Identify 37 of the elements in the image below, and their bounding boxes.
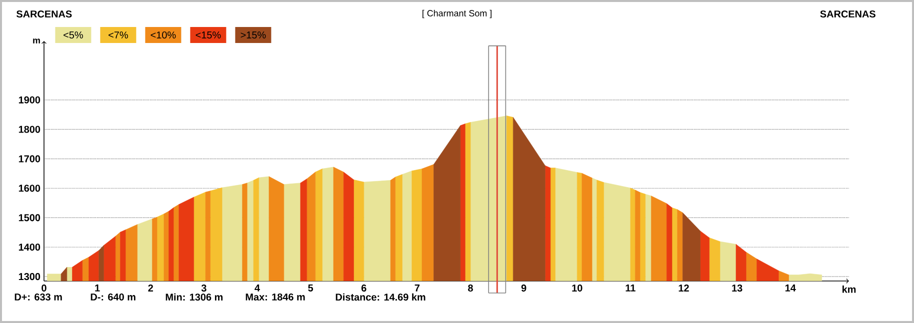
text: <7% <box>108 32 128 38</box>
x-tick-label: 7 <box>414 284 420 292</box>
x-tick-label: 0 <box>42 284 46 292</box>
y-tick-label: 1900 <box>18 96 40 104</box>
y-tick-label: 1600 <box>18 184 40 192</box>
y-tick-label: 1800 <box>18 126 40 133</box>
text: <15% <box>196 31 221 38</box>
text: D-: 640 m <box>90 293 136 301</box>
text: SARCENAS <box>820 10 876 18</box>
x-tick-label: 4 <box>254 284 260 292</box>
x-tick-label: 14 <box>785 284 796 292</box>
y-tick-label: 1700 <box>18 155 40 162</box>
text: >15% <box>240 31 266 38</box>
x-tick-label: 5 <box>308 284 314 292</box>
chart-title: [ Charmant Som ] <box>422 10 492 18</box>
y-axis-title: m <box>33 38 40 44</box>
text: Min: 1306 m <box>166 293 223 301</box>
y-tick-label: 1400 <box>18 244 40 251</box>
x-tick-label: 6 <box>361 284 366 292</box>
x-tick-label: 3 <box>201 284 206 292</box>
text: Max: 1846 m <box>246 293 305 301</box>
text: SARCENAS <box>16 10 72 18</box>
x-tick-label: 13 <box>732 284 742 292</box>
text: Distance: 14.69 km <box>336 293 426 301</box>
x-tick-label: 11 <box>626 284 636 292</box>
x-axis-title: km <box>842 286 856 293</box>
x-tick-label: 8 <box>468 284 473 292</box>
y-tick-label: 1300 <box>18 273 40 280</box>
x-tick-label: 1 <box>95 284 100 292</box>
text: <10% <box>150 31 176 39</box>
x-tick-label: 2 <box>148 284 153 292</box>
x-tick-label: 12 <box>678 284 689 292</box>
text: D+: 633 m <box>14 293 62 301</box>
text: <5% <box>64 31 83 38</box>
y-tick-label: 1500 <box>18 214 40 222</box>
x-tick-label: 9 <box>521 284 526 292</box>
x-tick-label: 10 <box>572 284 582 292</box>
